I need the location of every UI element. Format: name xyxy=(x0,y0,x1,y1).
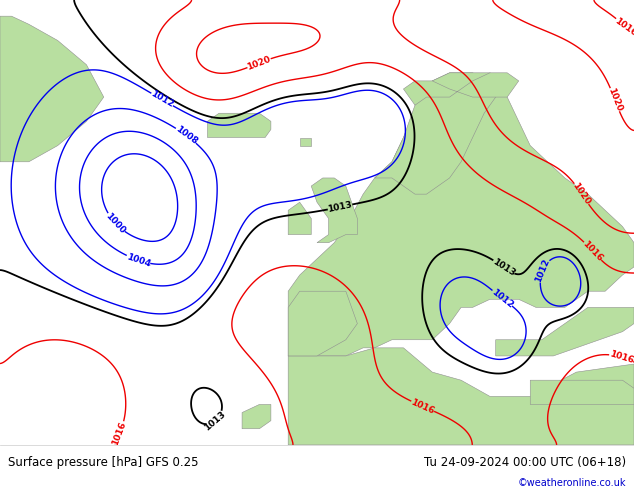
Text: 1004: 1004 xyxy=(125,252,152,269)
Polygon shape xyxy=(288,348,634,445)
Polygon shape xyxy=(242,404,271,429)
Text: Surface pressure [hPa] GFS 0.25: Surface pressure [hPa] GFS 0.25 xyxy=(8,456,198,468)
Text: 1000: 1000 xyxy=(104,211,127,235)
Polygon shape xyxy=(403,73,519,105)
Polygon shape xyxy=(0,16,104,162)
Polygon shape xyxy=(288,291,358,356)
Text: 1012: 1012 xyxy=(149,90,175,110)
Text: 1016: 1016 xyxy=(608,350,634,366)
Text: 1013: 1013 xyxy=(491,257,517,278)
Polygon shape xyxy=(496,307,634,356)
Text: 1020: 1020 xyxy=(571,181,592,207)
Text: 1013: 1013 xyxy=(327,200,353,214)
Text: 1012: 1012 xyxy=(489,287,515,310)
Polygon shape xyxy=(300,138,311,146)
Polygon shape xyxy=(207,113,271,138)
Text: 1012: 1012 xyxy=(534,258,552,284)
Polygon shape xyxy=(311,178,358,243)
Text: 1020: 1020 xyxy=(606,87,624,113)
Text: 1016: 1016 xyxy=(581,239,605,263)
Polygon shape xyxy=(288,73,634,356)
Text: 1008: 1008 xyxy=(174,124,199,147)
Text: Tu 24-09-2024 00:00 UTC (06+18): Tu 24-09-2024 00:00 UTC (06+18) xyxy=(424,456,626,468)
Text: 1016: 1016 xyxy=(410,397,436,416)
Text: ©weatheronline.co.uk: ©weatheronline.co.uk xyxy=(518,478,626,488)
Polygon shape xyxy=(375,73,507,194)
Text: 1013: 1013 xyxy=(202,410,227,433)
Text: 1016: 1016 xyxy=(613,16,634,38)
Text: 1016: 1016 xyxy=(111,420,128,446)
Polygon shape xyxy=(530,380,634,404)
Text: 1020: 1020 xyxy=(246,54,272,72)
Polygon shape xyxy=(288,202,311,235)
